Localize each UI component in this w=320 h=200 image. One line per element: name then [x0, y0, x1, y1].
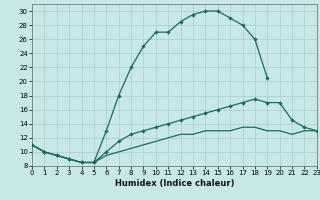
X-axis label: Humidex (Indice chaleur): Humidex (Indice chaleur)	[115, 179, 234, 188]
